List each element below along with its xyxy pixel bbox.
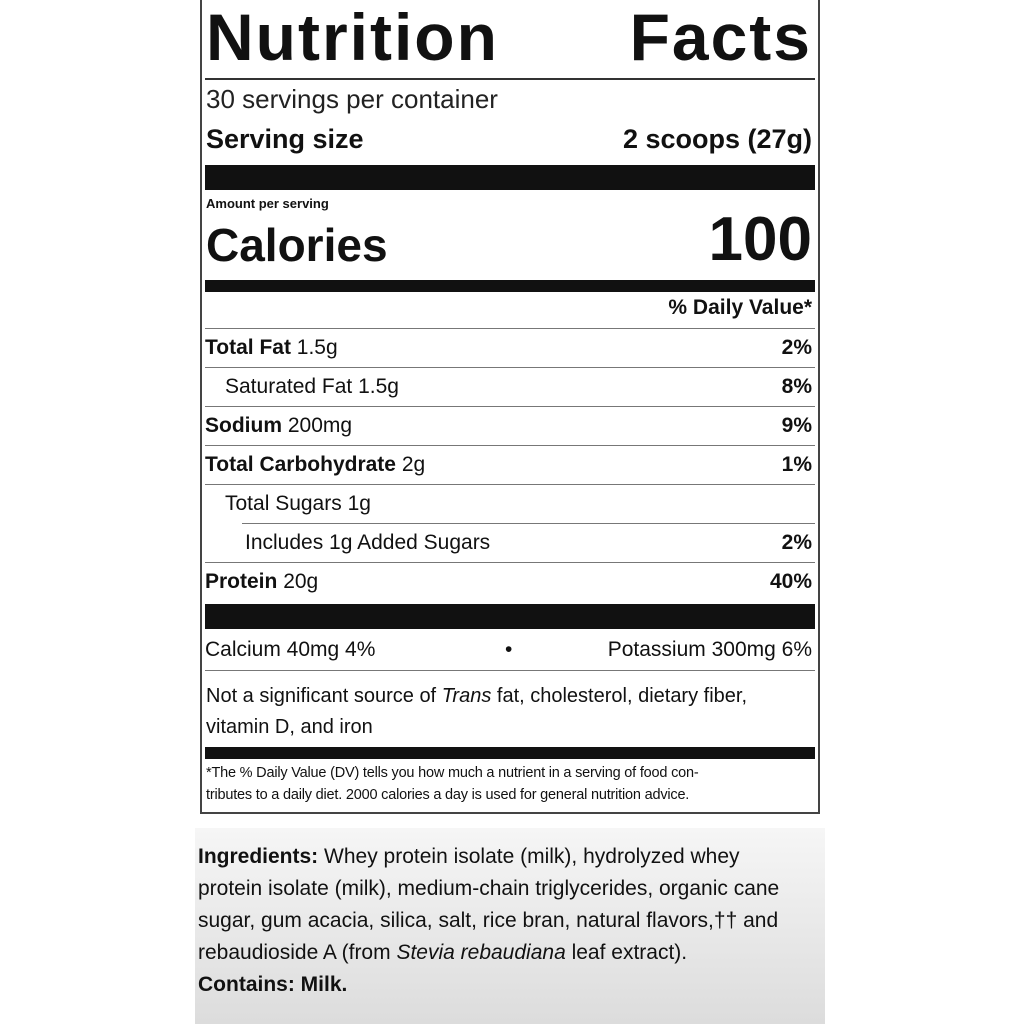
nutrient-amount: 1.5g — [296, 336, 338, 359]
divider — [205, 406, 815, 407]
ingredients-label: Ingredients: — [198, 845, 319, 868]
title-word-nutrition: Nutrition — [206, 0, 499, 74]
nutrient-amount: 200mg — [287, 414, 353, 437]
nutrient-name: Total Fat — [205, 336, 291, 359]
nutrient-name: Saturated Fat — [225, 375, 353, 398]
nutrient-dv: 9% — [781, 414, 812, 437]
nutrient-amount: 2g — [401, 453, 426, 476]
nutrient-row-saturated-fat: Saturated Fat 1.5g 8% — [205, 368, 812, 406]
nutrient-name: Total Sugars — [225, 492, 342, 515]
ingredients-text: Whey protein isolate (milk), hydrolyzed … — [318, 845, 740, 868]
nutrient-dv: 2% — [781, 336, 812, 359]
nutrient-dv: 8% — [781, 375, 812, 398]
minerals-row: Calcium 40mg 4% • Potassium 300mg 6% — [205, 631, 812, 669]
ingredients-panel: Ingredients: Whey protein isolate (milk)… — [195, 828, 825, 1024]
divider — [242, 523, 815, 524]
ingredients-text: rebaudioside A (from — [198, 941, 397, 964]
calories-label: Calories — [206, 219, 388, 271]
divider — [205, 670, 815, 671]
nutrient-name: Total Carbohydrate — [205, 453, 396, 476]
divider — [205, 367, 815, 368]
footnote-line: tributes to a daily diet. 2000 calories … — [206, 787, 690, 803]
amount-per-serving: Amount per serving — [206, 196, 329, 211]
serving-size-value: 2 scoops (27g) — [622, 124, 812, 154]
note-text: fat, cholesterol, dietary fiber, — [491, 685, 748, 707]
thick-divider — [205, 165, 815, 190]
divider — [205, 328, 815, 329]
nutrient-name: Protein — [205, 570, 278, 593]
nutrient-amount: 20g — [283, 570, 319, 593]
nutrition-facts-label: Nutrition Facts 30 servings per containe… — [200, 0, 820, 814]
allergen-statement: Contains: Milk. — [198, 973, 348, 996]
ingredients-line: Ingredients: Whey protein isolate (milk)… — [198, 845, 740, 869]
nutrient-name: Sodium — [205, 414, 282, 437]
ingredients-line: rebaudioside A (from Stevia rebaudiana l… — [198, 941, 687, 965]
note-italic: Trans — [441, 685, 492, 707]
nutrient-row-added-sugars: Includes 1g Added Sugars 2% — [205, 524, 812, 562]
nutrient-dv: 1% — [781, 453, 812, 476]
nutrient-dv: 2% — [781, 531, 812, 554]
divider — [205, 445, 815, 446]
nutrient-amount: 1g — [347, 492, 371, 515]
calcium: Calcium 40mg 4% — [205, 638, 376, 661]
nutrient-row-total-carbohydrate: Total Carbohydrate 2g 1% — [205, 446, 812, 484]
footnote-line: *The % Daily Value (DV) tells you how mu… — [206, 765, 699, 781]
label-title: Nutrition Facts — [206, 2, 812, 72]
nutrient-row-total-fat: Total Fat 1.5g 2% — [205, 329, 812, 367]
ingredients-line: sugar, gum acacia, silica, salt, rice br… — [198, 909, 779, 932]
nutrient-row-total-sugars: Total Sugars 1g — [205, 485, 812, 523]
medium-divider — [205, 747, 815, 759]
not-significant-note: Not a significant source of Trans fat, c… — [206, 681, 747, 743]
divider — [205, 484, 815, 485]
nutrient-amount: 1.5g — [358, 375, 399, 398]
divider — [205, 78, 815, 80]
potassium: Potassium 300mg 6% — [607, 638, 812, 661]
ingredients-italic: Stevia rebaudiana — [396, 941, 566, 964]
nutrient-name: Includes 1g Added Sugars — [245, 531, 491, 554]
thick-divider — [205, 604, 815, 629]
title-word-facts: Facts — [629, 0, 812, 74]
servings-per-container: 30 servings per container — [206, 84, 498, 114]
bullet-separator: • — [505, 638, 513, 661]
medium-divider — [205, 280, 815, 292]
daily-value-footnote: *The % Daily Value (DV) tells you how mu… — [206, 762, 699, 806]
nutrient-row-protein: Protein 20g 40% — [205, 563, 812, 601]
note-text: vitamin D, and iron — [206, 716, 373, 738]
serving-size-label: Serving size — [206, 124, 364, 154]
ingredients-line: protein isolate (milk), medium-chain tri… — [198, 877, 780, 900]
nutrient-dv: 40% — [769, 570, 812, 593]
nutrient-row-sodium: Sodium 200mg 9% — [205, 407, 812, 445]
calories-value: 100 — [708, 205, 812, 274]
daily-value-header: % Daily Value* — [668, 296, 812, 319]
divider — [205, 562, 815, 563]
note-text: Not a significant source of — [206, 685, 442, 707]
ingredients-text: leaf extract). — [565, 941, 688, 964]
